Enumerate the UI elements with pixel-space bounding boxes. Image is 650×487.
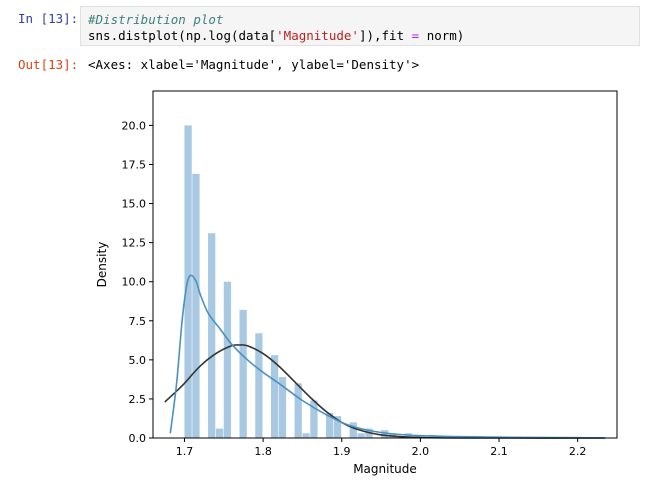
- y-tick-label: 10.0: [122, 276, 147, 289]
- histogram-bar: [278, 377, 287, 438]
- y-tick-label: 17.5: [122, 158, 147, 171]
- histogram-bar: [310, 400, 318, 438]
- y-tick-label: 20.0: [122, 119, 147, 132]
- code-suffix: norm): [419, 28, 465, 43]
- y-tick-label: 5.0: [129, 354, 147, 367]
- histogram-bars: [184, 125, 554, 438]
- x-tick-label: 1.7: [176, 445, 194, 458]
- histogram-bar: [349, 422, 357, 438]
- output-prompt: Out[13]:: [18, 57, 79, 72]
- histogram-bar: [239, 309, 247, 438]
- y-tick-label: 2.5: [129, 393, 147, 406]
- x-tick-label: 2.0: [412, 445, 430, 458]
- y-ticks: 0.0 2.5 5.0 7.5 10.0 12.5 15.0 17.5 20.0: [122, 119, 153, 445]
- code-comment: #Distribution plot: [88, 12, 224, 27]
- x-ticks: 1.7 1.8 1.9 2.0 2.1 2.2: [176, 438, 587, 458]
- y-tick-label: 12.5: [122, 237, 147, 250]
- histogram-bar: [381, 430, 389, 438]
- y-tick-label: 0.0: [129, 432, 147, 445]
- plot-frame: [152, 90, 618, 439]
- histogram-bar: [294, 383, 302, 438]
- code-string: 'Magnitude': [276, 28, 359, 43]
- x-tick-label: 2.2: [569, 445, 587, 458]
- code-mid: ]),fit: [358, 28, 412, 43]
- histogram-bar: [270, 355, 279, 438]
- y-axis-label: Density: [95, 242, 109, 288]
- output-text: <Axes: xlabel='Magnitude', ylabel='Densi…: [88, 57, 420, 72]
- histogram-bar: [215, 428, 224, 438]
- histogram-bar: [255, 333, 263, 438]
- x-tick-label: 2.1: [490, 445, 508, 458]
- x-tick-label: 1.8: [254, 445, 272, 458]
- histogram-bar: [208, 233, 216, 438]
- input-prompt: In [13]:: [18, 11, 79, 26]
- histogram-bar: [333, 416, 342, 438]
- histogram-bar: [326, 412, 334, 438]
- code-line-call: sns.distplot(np.log(data['Magnitude']),f…: [88, 28, 464, 43]
- histogram-bar: [357, 433, 365, 438]
- y-tick-label: 15.0: [122, 198, 147, 211]
- kde-line: [169, 274, 606, 439]
- histogram-bar: [223, 281, 232, 438]
- x-axis-label: Magnitude: [353, 462, 417, 476]
- y-tick-label: 7.5: [129, 315, 147, 328]
- code-operator: =: [411, 28, 420, 43]
- normal-fit-line: [164, 344, 606, 439]
- code-prefix: sns.distplot(np.log(data[: [88, 28, 277, 43]
- histogram-bar: [192, 173, 200, 438]
- x-tick-label: 1.9: [333, 445, 351, 458]
- code-cell[interactable]: #Distribution plot sns.distplot(np.log(d…: [80, 6, 640, 46]
- code-line-comment: #Distribution plot: [88, 12, 223, 27]
- histogram-bar: [302, 433, 310, 438]
